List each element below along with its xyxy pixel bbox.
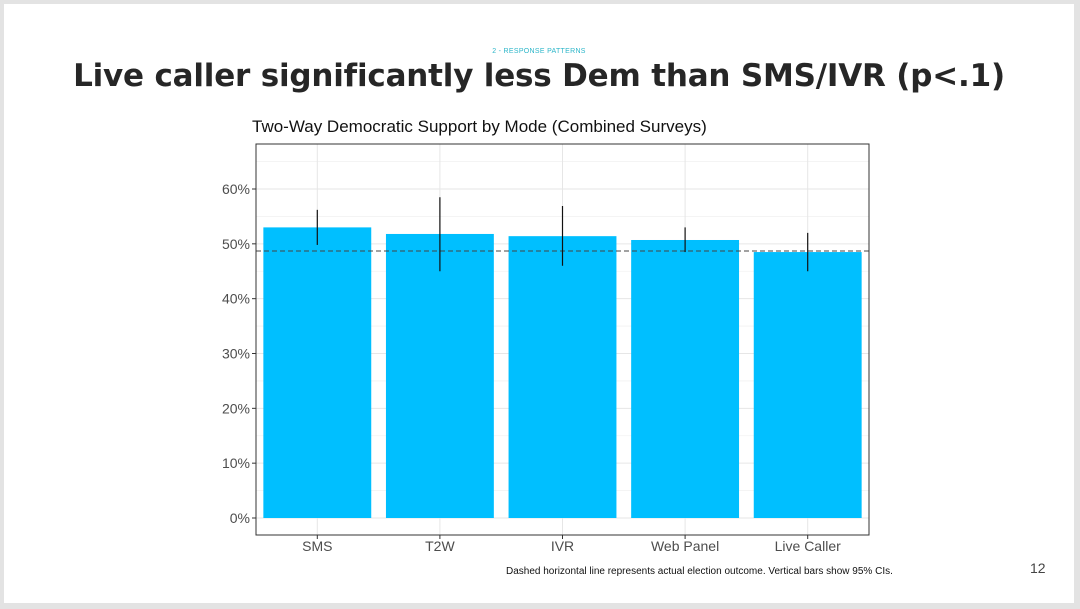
bar-web-panel xyxy=(631,239,740,518)
section-kicker: 2 - RESPONSE PATTERNS xyxy=(492,48,586,55)
x-tick-label: IVR xyxy=(551,538,574,554)
chart-error-bars xyxy=(316,197,809,272)
page-number: 12 xyxy=(1030,560,1046,576)
y-tick-label: 30% xyxy=(222,346,250,362)
bar-sms xyxy=(263,227,372,518)
x-tick-label: Web Panel xyxy=(651,538,719,554)
chart-bars xyxy=(263,227,862,519)
slide-headline: Live caller significantly less Dem than … xyxy=(73,58,1005,94)
x-tick-label: SMS xyxy=(302,538,332,554)
y-tick-label: 60% xyxy=(222,181,250,197)
x-tick-label: Live Caller xyxy=(775,538,841,554)
chart-title: Two-Way Democratic Support by Mode (Comb… xyxy=(252,117,707,136)
y-tick-label: 20% xyxy=(222,400,250,416)
chart-axes: 0% 10% 20% 30% 40% 50% 60% SMS T2W IVR Web Panel Li… xyxy=(222,143,870,554)
y-tick-label: 40% xyxy=(222,291,250,307)
y-tick-label: 0% xyxy=(230,510,250,526)
bar-ivr xyxy=(508,236,617,518)
bar-live-caller xyxy=(753,252,862,518)
bar-t2w xyxy=(385,233,494,519)
y-tick-label: 50% xyxy=(222,236,250,252)
y-tick-label: 10% xyxy=(222,455,250,471)
chart-caption: Dashed horizontal line represents actual… xyxy=(506,566,893,577)
x-tick-label: T2W xyxy=(425,538,455,554)
